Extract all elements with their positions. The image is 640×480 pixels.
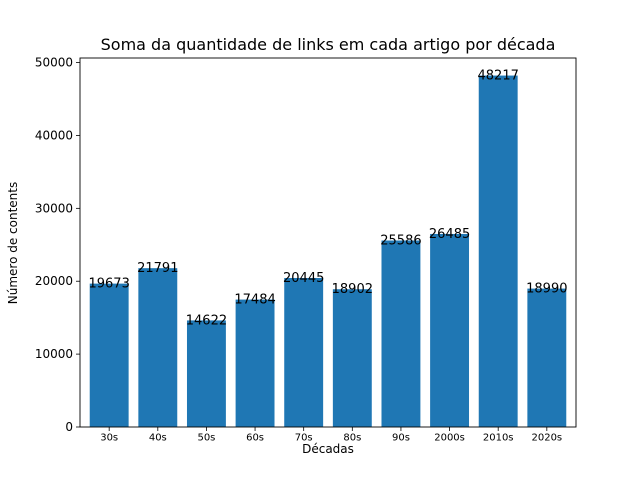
x-ticks-group: 30s 40s 50s 60s 70s 80s 90s 2000s 2010s 2020s <box>100 427 562 443</box>
value-label-70s: 20445 <box>283 271 324 286</box>
x-tick-label-90s: 90s <box>392 432 410 443</box>
y-tick-label-10000: 10000 <box>35 347 73 361</box>
value-label-2020s: 18990 <box>526 282 567 297</box>
bar-90s <box>381 240 421 427</box>
bar-40s <box>138 268 178 427</box>
bar-30s <box>89 283 129 427</box>
plot-frame <box>79 57 577 428</box>
x-tick-label-2010s: 2010s <box>483 432 514 443</box>
value-label-2000s: 26485 <box>429 227 470 242</box>
bar-50s <box>186 320 226 427</box>
bar-2020s <box>527 288 567 427</box>
x-tick-label-30s: 30s <box>100 432 118 443</box>
value-label-2010s: 48217 <box>478 69 519 84</box>
bar-2010s <box>478 75 518 427</box>
y-tick-label-40000: 40000 <box>35 128 73 142</box>
x-tick-label-40s: 40s <box>149 432 167 443</box>
x-tick-label-2020s: 2020s <box>531 432 562 443</box>
x-axis-label: Décadas <box>302 442 354 456</box>
y-tick-label-30000: 30000 <box>35 201 73 215</box>
y-tick-label-50000: 50000 <box>35 56 73 70</box>
y-tick-label-0: 0 <box>65 420 73 434</box>
x-tick-label-50s: 50s <box>197 432 215 443</box>
y-tick-label-20000: 20000 <box>35 274 73 288</box>
y-ticks-group: 0 10000 20000 30000 40000 50000 <box>35 56 80 434</box>
value-labels-group: 19673 21791 14622 17484 20445 18902 25586 26485… <box>88 69 567 329</box>
bar-80s <box>332 289 372 427</box>
x-tick-label-70s: 70s <box>295 432 313 443</box>
bar-60s <box>235 299 275 427</box>
x-tick-label-80s: 80s <box>343 432 361 443</box>
value-label-80s: 18902 <box>332 282 373 297</box>
value-label-30s: 19673 <box>88 277 129 292</box>
value-label-90s: 25586 <box>380 234 421 249</box>
x-tick-label-2000s: 2000s <box>434 432 465 443</box>
value-label-40s: 21791 <box>137 261 178 276</box>
value-label-60s: 17484 <box>234 293 275 308</box>
value-label-50s: 14622 <box>186 313 227 328</box>
chart-title: Soma da quantidade de links em cada arti… <box>101 35 556 54</box>
bar-70s <box>284 277 324 427</box>
bar-2000s <box>430 233 470 427</box>
y-axis-label: Número de contents <box>6 182 20 305</box>
bars-group <box>89 75 567 427</box>
x-tick-label-60s: 60s <box>246 432 264 443</box>
